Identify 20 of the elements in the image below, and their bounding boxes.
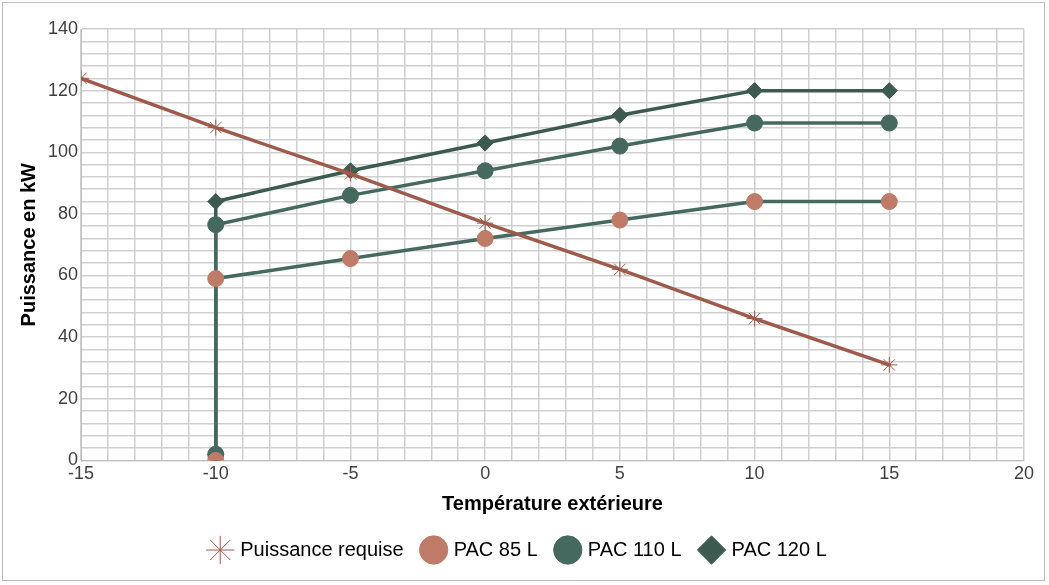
y-tick-label: 40 bbox=[58, 326, 79, 347]
x-tick-label: 5 bbox=[614, 463, 625, 484]
x-tick-label: 20 bbox=[1013, 463, 1035, 484]
legend-label: PAC 85 L bbox=[453, 537, 538, 560]
y-tick-label: 120 bbox=[47, 79, 79, 100]
y-tick-label: 140 bbox=[47, 17, 79, 38]
x-tick-label: 10 bbox=[744, 463, 765, 484]
y-tick-label: 60 bbox=[58, 264, 79, 285]
y-tick-label: 100 bbox=[47, 141, 79, 162]
x-tick-label: 15 bbox=[879, 463, 900, 484]
y-axis-title: Puissance en kW bbox=[16, 162, 39, 327]
legend-label: PAC 120 L bbox=[731, 537, 827, 560]
x-tick-label: -5 bbox=[342, 463, 359, 484]
y-tick-label: 20 bbox=[58, 387, 79, 408]
legend-label: Puissance requise bbox=[240, 537, 404, 560]
y-tick-label: 80 bbox=[58, 202, 79, 223]
x-axis-title: Température extérieure bbox=[442, 491, 663, 514]
legend-label: PAC 110 L bbox=[587, 537, 682, 560]
x-tick-label: -10 bbox=[202, 463, 229, 484]
x-tick-label: 0 bbox=[480, 463, 491, 484]
